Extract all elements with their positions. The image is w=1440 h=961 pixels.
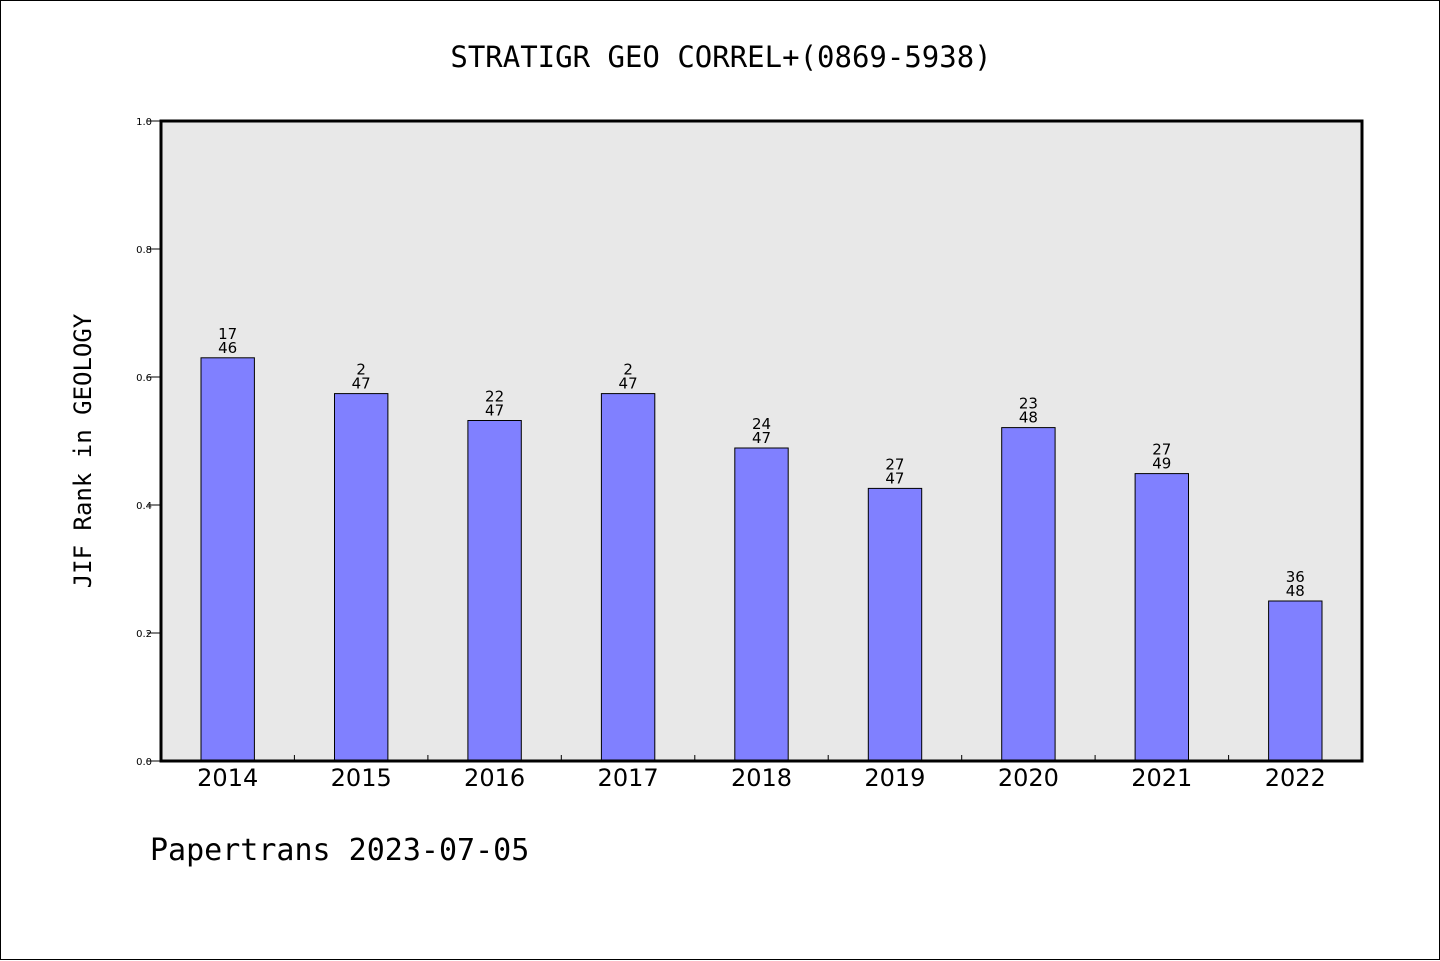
bar-label-total: 47 <box>352 375 371 393</box>
y-tick-label: 0.6 <box>136 373 152 384</box>
bar-label-rank: 23 <box>1019 395 1038 413</box>
bar-2014 <box>200 357 255 762</box>
bar-label-total: 47 <box>752 429 771 447</box>
x-tick-label: 2015 <box>331 764 392 792</box>
bar-2016 <box>467 420 522 762</box>
y-tick-label: 0.0 <box>136 757 152 768</box>
bar-label-total: 46 <box>218 339 237 357</box>
bar-label-total: 49 <box>1152 455 1171 473</box>
x-tick-label: 2016 <box>464 764 525 792</box>
bar-label-rank: 27 <box>1152 441 1171 459</box>
footer-text: Papertrans 2023-07-05 <box>150 833 530 868</box>
y-tick-label: 0.8 <box>136 245 152 256</box>
bar-2015 <box>334 393 389 762</box>
bar-label-total: 48 <box>1019 409 1038 427</box>
x-tick-label: 2014 <box>197 764 258 792</box>
bar-label-total: 47 <box>885 469 904 487</box>
y-tick-label: 1.0 <box>136 117 152 128</box>
bar-label-rank: 17 <box>218 325 237 343</box>
x-tick-label: 2021 <box>1131 764 1192 792</box>
bar-label-rank: 27 <box>885 455 904 473</box>
x-tick-label: 2020 <box>998 764 1059 792</box>
bar-2020 <box>1001 427 1056 762</box>
y-axis-label: JIF Rank in GEOLOGY <box>69 313 97 588</box>
y-tick-label: 0.4 <box>136 501 152 512</box>
bar-2021 <box>1134 473 1189 762</box>
plot-border <box>159 119 1364 763</box>
x-tick-label: 2018 <box>731 764 792 792</box>
chart-title: STRATIGR GEO CORREL+(0869-5938) <box>450 40 991 74</box>
bar-label-rank: 36 <box>1286 568 1305 586</box>
bar-2018 <box>734 447 789 762</box>
x-tick-label: 2019 <box>864 764 925 792</box>
bar-2017 <box>600 393 656 762</box>
axis-layer: 2014 2015 2016 2017 2018 2019 2020 2021 2022 0.0 0… <box>136 117 1326 792</box>
bar-2019 <box>867 487 923 762</box>
x-tick-label: 2022 <box>1265 764 1326 792</box>
bar-label-total: 47 <box>619 375 638 393</box>
bar-label-rank: 2 <box>356 361 366 379</box>
bar-label-total: 48 <box>1286 582 1305 600</box>
bar-label-rank: 2 <box>623 361 633 379</box>
bar-label-total: 47 <box>485 402 504 420</box>
bar-2022 <box>1268 600 1323 762</box>
y-tick-label: 0.2 <box>136 629 152 640</box>
x-tick-label: 2017 <box>598 764 659 792</box>
bar-label-rank: 22 <box>485 388 504 406</box>
bar-label-rank: 24 <box>752 415 771 433</box>
